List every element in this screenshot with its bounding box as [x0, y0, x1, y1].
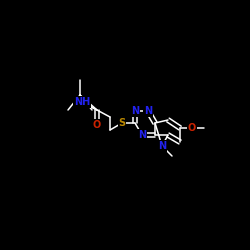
- Text: N: N: [144, 106, 152, 116]
- Text: N: N: [158, 141, 166, 151]
- Text: N: N: [131, 106, 139, 116]
- Text: NH: NH: [74, 97, 90, 107]
- Text: S: S: [118, 118, 126, 128]
- Text: O: O: [93, 120, 101, 130]
- Text: N: N: [138, 130, 146, 140]
- Text: O: O: [188, 123, 196, 133]
